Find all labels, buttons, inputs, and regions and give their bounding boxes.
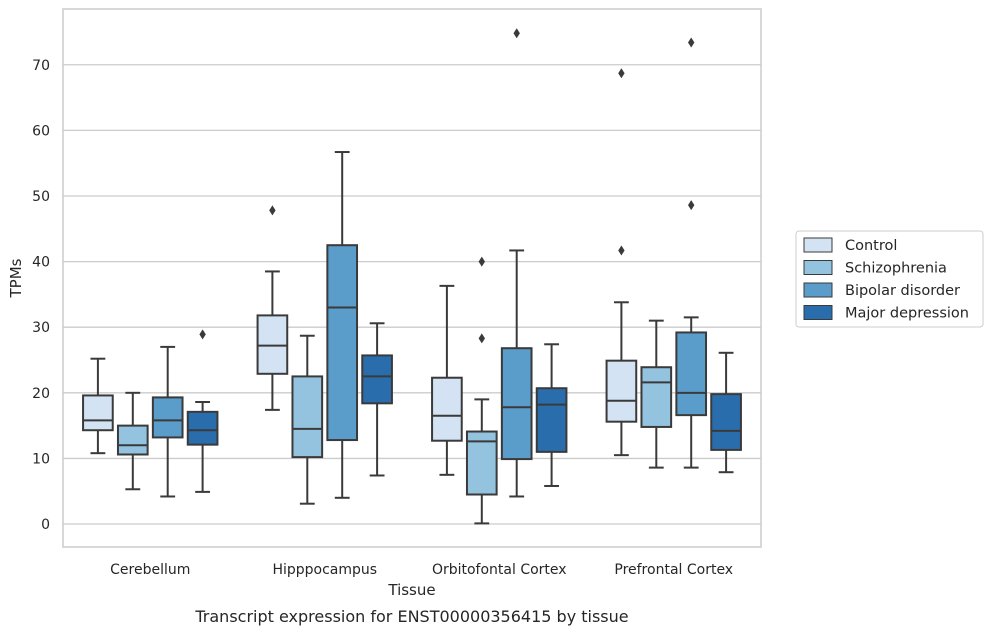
legend-item-control: Control [803, 237, 897, 254]
box-control-0 [82, 357, 114, 455]
iqr-box [326, 244, 359, 442]
y-tick-label-60: 60 [32, 123, 50, 139]
outlier-point [199, 329, 206, 340]
iqr-box [82, 394, 114, 432]
iqr-box [431, 376, 463, 442]
outlier-point [478, 333, 485, 344]
legend-item-bipolar-disorder: Bipolar disorder [803, 282, 960, 299]
box-schizophrenia-1 [291, 334, 324, 505]
y-tick-label-50: 50 [32, 189, 50, 205]
legend-label: Control [845, 238, 897, 254]
outlier-point [478, 256, 485, 267]
y-tick-label-10: 10 [32, 451, 50, 467]
figure-caption: Transcript expression for ENST0000035641… [194, 607, 628, 626]
x-tick-label-hipppocampus: Hipppocampus [272, 562, 377, 578]
iqr-box [151, 396, 184, 439]
y-tick-label-20: 20 [32, 386, 50, 402]
legend-label: Major depression [845, 306, 969, 322]
outlier-point [618, 245, 625, 256]
y-tick-label-0: 0 [41, 517, 50, 533]
x-tick-label-prefrontal-cortex: Prefrontal Cortex [614, 562, 733, 578]
x-axis-label: Tissue [387, 581, 435, 599]
box-schizophrenia-0 [116, 391, 149, 491]
legend-swatch [803, 305, 833, 320]
legend: Control Schizophrenia Bipolar disorder Majo… [795, 230, 984, 328]
gridlines [63, 64, 761, 525]
x-tick-label-cerebellum: Cerebellum [110, 562, 190, 578]
box-control-3 [605, 68, 638, 457]
iqr-box [186, 410, 219, 446]
box-major-depression-3 [710, 351, 742, 474]
iqr-box [640, 366, 673, 428]
outlier-point [688, 200, 695, 211]
outlier-point [618, 68, 625, 79]
x-tick-label-orbitofontal-cortex: Orbitofontal Cortex [432, 562, 567, 578]
legend-label: Bipolar disorder [845, 283, 960, 299]
iqr-box [675, 331, 708, 417]
plot-frame [62, 8, 762, 548]
box-control-2 [431, 284, 463, 476]
iqr-box [500, 347, 533, 461]
outlier-point [513, 28, 520, 39]
legend-swatch [803, 237, 833, 253]
legend-swatch [803, 260, 833, 275]
iqr-box [291, 375, 324, 459]
box-bipolar-disorder-0 [151, 345, 184, 498]
legend-swatch [803, 282, 833, 298]
box-bipolar-disorder-3 [675, 37, 708, 469]
iqr-box [361, 354, 393, 405]
box-bipolar-disorder-1 [326, 151, 359, 499]
x-axis-ticks: Cerebellum Hipppocampus Orbitofontal Corte… [110, 562, 733, 578]
legend-label: Schizophrenia [845, 261, 947, 277]
iqr-box [535, 387, 568, 453]
iqr-box [116, 424, 149, 456]
box-schizophrenia-3 [640, 319, 673, 469]
y-tick-label-70: 70 [32, 58, 50, 74]
box-series [82, 28, 742, 525]
y-tick-label-40: 40 [32, 255, 50, 271]
y-tick-label-30: 30 [32, 320, 50, 336]
legend-item-major-depression: Major depression [803, 305, 969, 322]
iqr-box [605, 359, 638, 423]
box-major-depression-0 [186, 329, 219, 493]
box-control-1 [256, 205, 289, 411]
y-axis-ticks: 0 10 20 30 40 50 60 70 [32, 58, 50, 533]
legend-frame [795, 230, 984, 328]
box-schizophrenia-2 [465, 256, 498, 525]
outlier-point [688, 37, 695, 48]
y-axis-label: TPMs [7, 258, 25, 298]
legend-item-schizophrenia: Schizophrenia [803, 260, 947, 277]
iqr-box [710, 393, 742, 451]
box-major-depression-1 [361, 322, 393, 477]
box-major-depression-2 [535, 343, 568, 487]
outlier-point [269, 205, 276, 216]
box-bipolar-disorder-2 [500, 28, 533, 498]
